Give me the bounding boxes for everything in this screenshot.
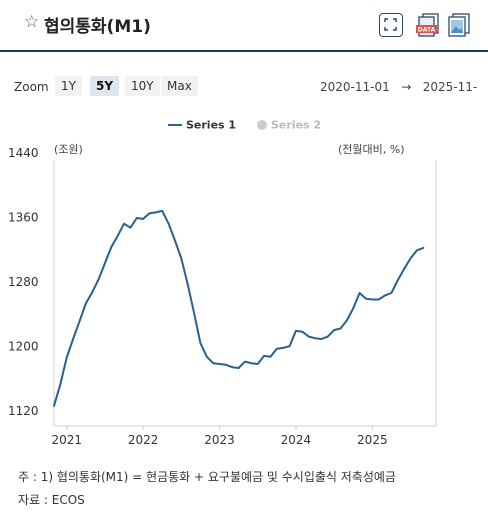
chart-header: ☆ 협의통화(M1) DATA bbox=[0, 0, 488, 52]
zoom-10y-button[interactable]: 10Y bbox=[125, 76, 160, 96]
right-axis-unit: (전월대비, %) bbox=[338, 143, 405, 156]
image-download-icon[interactable] bbox=[447, 13, 471, 37]
left-axis-unit: (조원) bbox=[54, 143, 83, 156]
expand-icon[interactable] bbox=[379, 13, 403, 37]
zoom-max-button[interactable]: Max bbox=[161, 76, 198, 96]
data-icon-label: DATA bbox=[418, 27, 436, 34]
zoom-5y-button[interactable]: 5Y bbox=[90, 76, 120, 96]
legend-line-swatch bbox=[168, 124, 182, 126]
x-tick-label: 2023 bbox=[204, 433, 235, 447]
source-note: 자료 : ECOS bbox=[18, 493, 85, 507]
y-tick-label: 1360 bbox=[8, 211, 39, 225]
y-tick-label: 1280 bbox=[8, 275, 39, 289]
legend-item-series-1[interactable]: Series 1 bbox=[168, 118, 236, 132]
date-range: 2020-11-01 → 2025-11- bbox=[320, 80, 477, 94]
x-tick-label: 2021 bbox=[51, 433, 82, 447]
legend-item-series-2[interactable]: Series 2 bbox=[257, 118, 321, 132]
y-tick-label: 1200 bbox=[8, 340, 39, 354]
legend-dot-swatch bbox=[257, 120, 267, 130]
zoom-label: Zoom bbox=[14, 80, 49, 94]
star-outline-icon[interactable]: ☆ bbox=[24, 12, 40, 32]
data-download-icon[interactable]: DATA bbox=[416, 13, 440, 37]
chart-title: 협의통화(M1) bbox=[44, 17, 151, 37]
footnote: 주 : 1) 협의통화(M1) = 현금통화 + 요구불예금 및 수시입출식 저… bbox=[18, 470, 396, 484]
chart-legend: Series 1 Series 2 bbox=[0, 118, 488, 134]
x-tick-label: 2025 bbox=[357, 433, 388, 447]
range-end-input[interactable]: 2025-11- bbox=[422, 80, 478, 94]
legend-label: Series 1 bbox=[186, 118, 237, 132]
range-start-input[interactable]: 2020-11-01 bbox=[320, 80, 390, 94]
y-tick-label: 1120 bbox=[8, 404, 39, 418]
legend-label: Series 2 bbox=[271, 118, 322, 132]
series-1-line bbox=[53, 209, 425, 407]
zoom-toolbar: Zoom 1Y 5Y 10Y Max 2020-11-01 → 2025-11- bbox=[0, 76, 488, 98]
x-tick-label: 2024 bbox=[281, 433, 312, 447]
y-tick-label: 1440 bbox=[8, 146, 39, 160]
zoom-1y-button[interactable]: 1Y bbox=[55, 76, 82, 96]
x-tick-label: 2022 bbox=[128, 433, 159, 447]
header-divider bbox=[0, 50, 488, 52]
range-arrow: → bbox=[401, 80, 412, 94]
